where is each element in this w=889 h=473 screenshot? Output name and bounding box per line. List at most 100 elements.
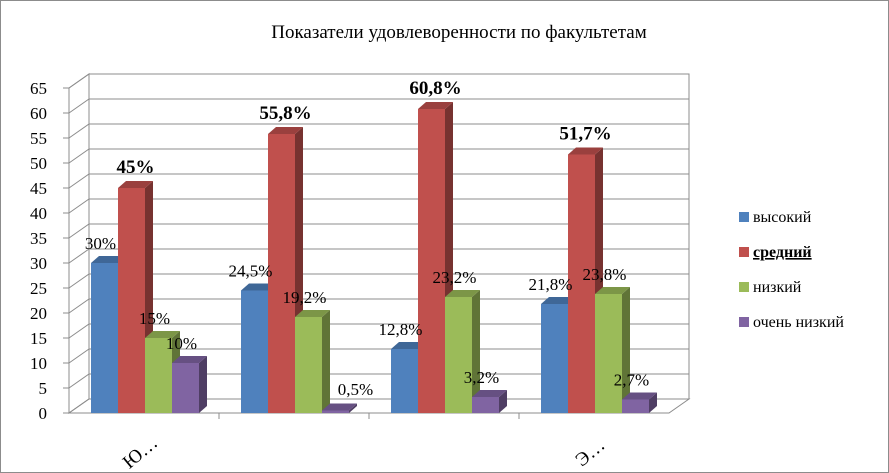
legend-item: очень низкий [739,314,844,331]
bar [622,392,657,413]
bar [472,390,507,413]
bar-top [91,256,126,263]
bar-top [172,356,207,363]
legend-label: низкий [753,279,802,296]
bar [568,147,603,413]
bar-top [118,181,153,188]
data-label: 45% [117,157,155,178]
category-label: Э… [572,435,610,471]
data-label: 24,5% [229,262,273,281]
gridline [68,298,689,314]
bar-front [568,154,595,413]
gridline [68,98,689,114]
legend-label: очень низкий [753,314,844,331]
bar-side [349,403,357,413]
data-label: 30% [85,234,116,253]
gridline [68,348,689,364]
bar [445,290,480,413]
bar-top [418,102,453,109]
bar [172,356,207,413]
data-label: 51,7% [559,124,611,145]
legend-swatch [739,247,749,257]
y-tick-label: 20 [30,304,47,323]
gridline [68,73,689,89]
bar-top [241,283,276,291]
bar-front [472,397,499,413]
bar-top [268,127,303,134]
legend-item: низкий [739,279,802,296]
bar-front [295,317,322,413]
bar-top [445,290,480,297]
gridlines [68,73,689,414]
bar-front [145,338,172,413]
y-tick-label: 50 [30,154,47,173]
gridline [68,373,689,389]
data-label: 10% [166,334,197,353]
data-label: 12,8% [379,320,423,339]
bar-front [268,134,295,413]
bar-top [391,342,426,349]
data-labels: 30% 45% 15% 10% 24,5% 55,8% 19,2% 0,5% 12,8% 60,8… [85,78,649,399]
data-label: 15% [139,309,170,328]
legend-label: высокий [753,209,812,226]
legend-swatch [739,212,749,222]
bar [595,287,630,413]
bar-top [595,287,630,294]
bar-top [145,331,180,338]
bar-top [295,310,330,317]
gridline [68,223,689,239]
data-label: 19,2% [283,288,327,307]
bar [322,403,357,413]
bar-front [322,410,349,413]
bar-front [241,290,268,413]
bar-side [499,390,507,413]
y-tick-label: 60 [30,104,47,123]
y-tick-label: 15 [30,329,47,348]
gridline [68,148,689,164]
bar-front [391,349,418,413]
bar-top [568,147,603,155]
y-tick-label: 40 [30,204,47,223]
bar-top [622,392,657,400]
legend-item: высокий [739,209,812,226]
bar-front [622,399,649,413]
gridline [68,248,689,264]
y-tick-label: 45 [30,179,47,198]
chart-title: Показатели удовлеворенности по факультет… [271,22,646,43]
bar-front [418,109,445,413]
data-label: 55,8% [259,103,311,124]
bar-side [199,356,207,413]
data-label: 23,8% [583,265,627,284]
bar-side [322,310,330,413]
y-tick-label: 55 [30,129,47,148]
bar-top [472,390,507,397]
data-label: 21,8% [529,275,573,294]
legend-swatch [739,282,749,292]
bar-front [118,188,145,413]
legend-item: средний [739,244,812,261]
category-labels: Ю… Э… [119,432,609,472]
bars [91,102,657,413]
data-label: 3,2% [464,368,499,387]
bar-top [322,403,357,411]
bar-top [541,297,576,304]
data-label: 0,5% [338,380,373,399]
gridline [68,173,689,189]
gridline [68,198,689,214]
y-tick-label: 5 [39,379,48,398]
bar-front [541,304,568,413]
bar-side [649,392,657,413]
category-label: Ю… [119,432,162,472]
gridline [68,123,689,139]
y-tick-label: 10 [30,354,47,373]
y-tick-label: 0 [39,404,48,423]
gridline [68,273,689,289]
bar-front [595,294,622,413]
data-label: 2,7% [614,371,649,390]
bar-front [172,363,199,413]
data-label: 60,8% [409,78,461,99]
y-axis-ticks: 0 5 10 15 20 25 30 35 40 45 50 55 60 65 [30,79,520,423]
bar-front [445,297,472,413]
